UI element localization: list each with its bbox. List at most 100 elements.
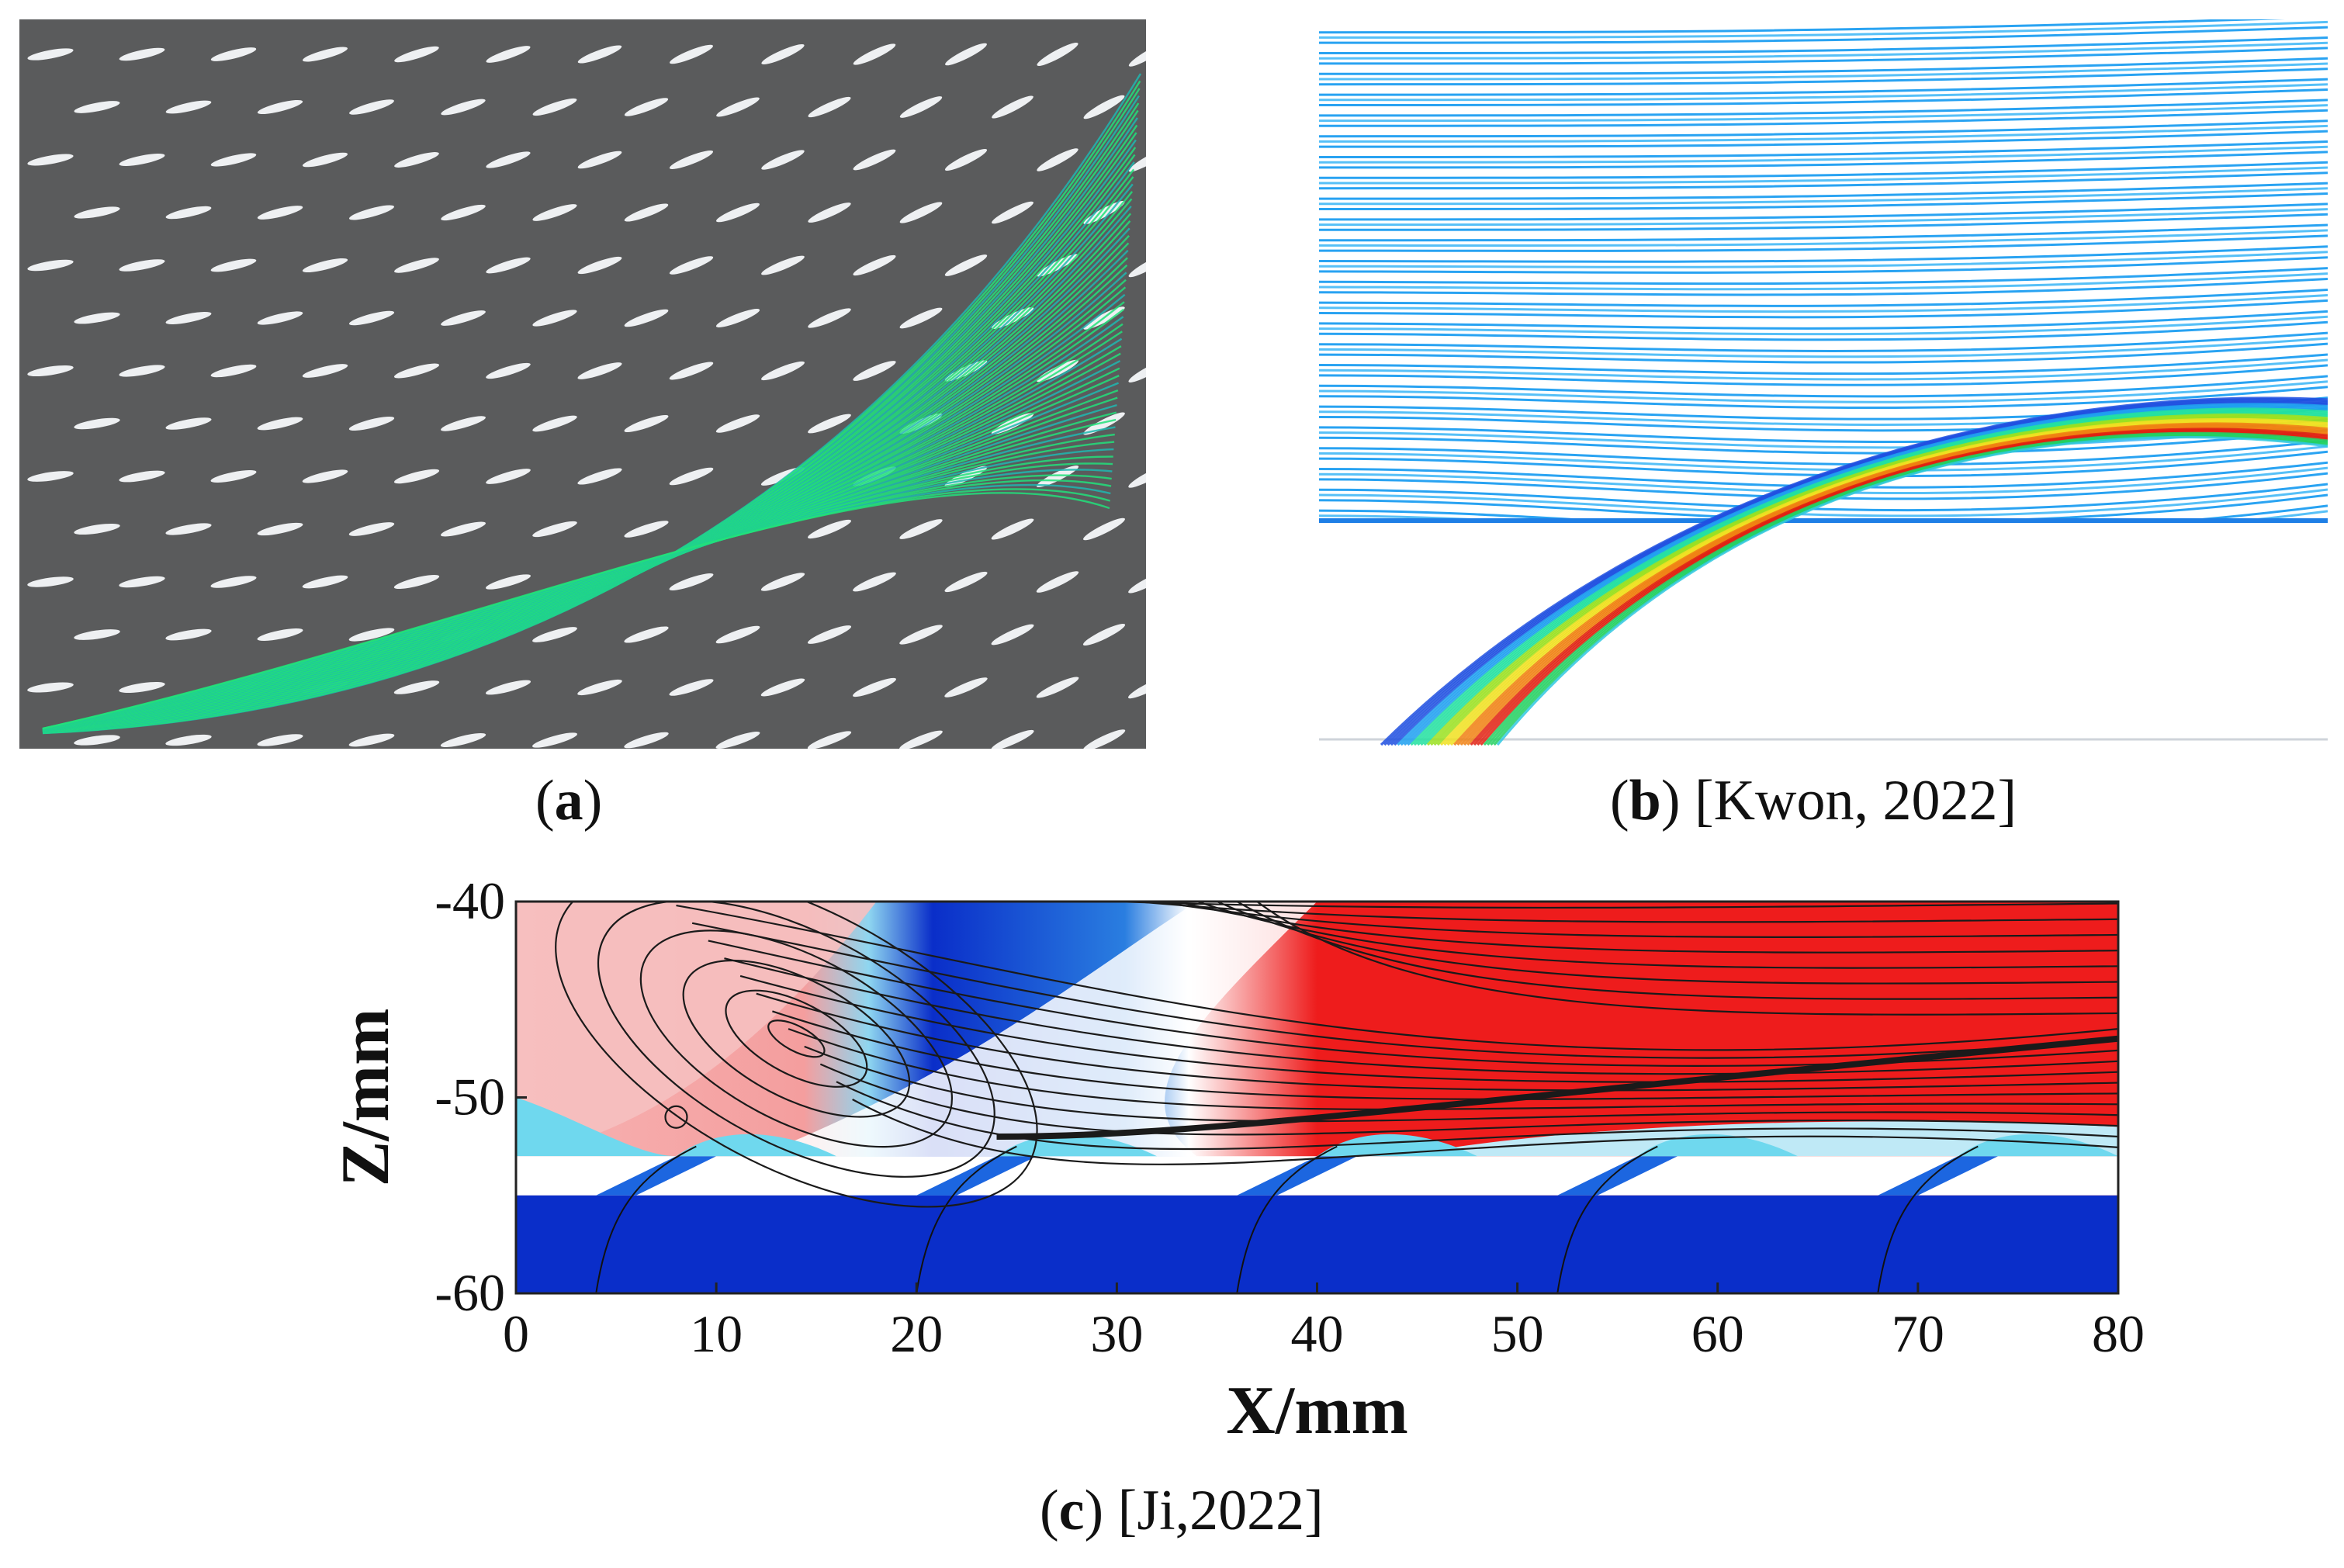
film-hole-188 [624, 732, 669, 749]
film-hole-38 [944, 148, 988, 171]
mainstream-line-71 [1319, 386, 2328, 410]
film-hole-132 [624, 521, 669, 538]
mainstream-line-41 [1319, 223, 2328, 242]
film-hole-78 [808, 308, 851, 328]
film-hole-104 [624, 414, 669, 433]
mainstream-line-80 [1319, 434, 2328, 461]
x-axis-label: X/mm [1226, 1373, 1408, 1449]
film-hole-145 [486, 574, 531, 590]
film-hole-16 [257, 99, 303, 115]
streamline-44 [42, 396, 1118, 731]
mainstream-line-54 [1319, 293, 2328, 313]
film-hole-131 [532, 521, 577, 538]
film-hole-0 [596, 1156, 717, 1196]
hole-streamline-3 [1556, 1145, 1658, 1293]
film-hole-63 [669, 256, 714, 275]
upper-streamline-3 [1176, 902, 2118, 954]
film-hole-183 [165, 734, 212, 746]
shear-layer-line [996, 1035, 2118, 1140]
film-hole-56 [27, 259, 74, 272]
film-hole-5 [486, 46, 531, 63]
film-hole-70 [74, 312, 120, 324]
film-hole-75 [532, 310, 577, 327]
streamline-2 [42, 88, 1141, 734]
mainstream-line-61 [1319, 331, 2328, 352]
film-hole-90 [577, 362, 622, 379]
film-hole-20 [624, 98, 669, 116]
film-hole-87 [302, 364, 348, 378]
x-tick-label-1: 10 [690, 1304, 743, 1363]
mainstream-line-46 [1319, 251, 2328, 268]
film-hole-150 [944, 571, 988, 593]
film-hole-129 [348, 522, 395, 536]
film-hole-109 [1083, 412, 1125, 435]
film-hole-21 [716, 97, 760, 117]
film-hole-168 [27, 682, 74, 693]
mainstream-line-44 [1319, 240, 2328, 258]
film-hole-10 [945, 43, 987, 66]
upper-streamline-1 [1137, 902, 2118, 923]
mainstream-line-79 [1319, 428, 2328, 455]
film-hole-43 [165, 206, 212, 220]
film-hole-126 [74, 523, 120, 535]
vortex-loop-4 [597, 902, 995, 1178]
film-hole-61 [486, 257, 531, 274]
mainstream-line-59 [1319, 320, 2328, 341]
film-hole-34 [577, 151, 622, 169]
mainstream-line-58 [1319, 315, 2328, 336]
streamline-13 [42, 168, 1135, 733]
mainstream-line-9 [1319, 57, 2328, 75]
hole-streamline-1 [916, 1145, 1017, 1293]
upper-streamline-2 [1156, 902, 2118, 938]
mainstream-line-55 [1319, 299, 2328, 319]
mainstream-line-45 [1319, 245, 2328, 263]
caption-a: (a) [535, 769, 603, 832]
film-hole-58 [210, 258, 257, 272]
mainstream-line-39 [1319, 213, 2328, 231]
mainstream-line-24 [1319, 135, 2328, 154]
near-wall-cyan [516, 1097, 677, 1157]
film-hole-3 [1557, 1156, 1678, 1196]
film-hole-9 [853, 43, 896, 65]
mainstream-streamline-6 [772, 1010, 2118, 1100]
film-hole-136 [991, 518, 1034, 540]
film-hole-19 [532, 98, 577, 116]
film-hole-14 [74, 101, 120, 113]
film-hole-79 [899, 307, 943, 329]
mainstream-line-38 [1319, 208, 2328, 227]
film-hole-99 [165, 417, 212, 430]
film-hole-152 [1128, 570, 1146, 594]
mainstream-line-5 [1319, 36, 2328, 54]
mainstream-line-31 [1319, 171, 2328, 190]
film-hole-116 [393, 469, 440, 484]
film-hole-47 [532, 204, 577, 221]
film-hole-156 [257, 628, 303, 641]
film-hole-149 [853, 572, 896, 592]
film-hole-114 [210, 470, 257, 483]
mainstream-line-20 [1319, 114, 2328, 133]
film-hole-98 [74, 417, 120, 430]
x-tick-label-2: 20 [890, 1304, 943, 1363]
film-hole-85 [119, 365, 165, 377]
panel-c-contour-plot: 0 10 20 30 40 50 60 70 80 -60 -50 -40 X/mm Z/mm [310, 861, 2173, 1466]
plot-area [516, 902, 2118, 1293]
mainstream-line-86 [1319, 466, 2328, 495]
film-hole-86 [210, 364, 257, 378]
streamline-bundle [42, 73, 1142, 735]
film-hole-33 [486, 151, 531, 168]
film-hole-46 [441, 204, 486, 221]
mainstream-line-12 [1319, 72, 2328, 91]
film-hole-23 [899, 96, 943, 118]
film-hole-137 [1083, 517, 1125, 541]
film-hole-1 [119, 47, 165, 61]
film-hole-71 [165, 311, 212, 325]
mainstream-line-29 [1319, 161, 2328, 179]
mainstream-line-65 [1319, 353, 2328, 376]
mainstream-line-43 [1319, 234, 2328, 252]
film-hole-52 [992, 201, 1034, 224]
mainstream-line-23 [1319, 130, 2328, 148]
mainstream-streamline-0 [676, 904, 2118, 1051]
film-hole-101 [348, 416, 395, 431]
mainstream-line-48 [1319, 261, 2328, 279]
panel-a-streamline-view [19, 19, 1146, 749]
